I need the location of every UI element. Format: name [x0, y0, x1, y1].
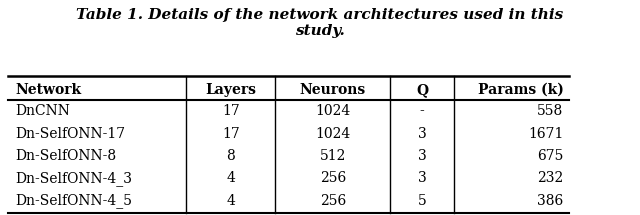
Text: Dn-SelfONN-17: Dn-SelfONN-17 — [15, 127, 125, 141]
Text: 1671: 1671 — [528, 127, 563, 141]
Text: Dn-SelfONN-4_5: Dn-SelfONN-4_5 — [15, 193, 132, 208]
Text: 232: 232 — [537, 171, 563, 185]
Text: 5: 5 — [417, 194, 426, 207]
Text: 256: 256 — [319, 171, 346, 185]
Text: Table 1. Details of the network architectures used in this
study.: Table 1. Details of the network architec… — [76, 8, 564, 38]
Text: 17: 17 — [222, 104, 239, 118]
Text: 256: 256 — [319, 194, 346, 207]
Text: Dn-SelfONN-4_3: Dn-SelfONN-4_3 — [15, 171, 132, 186]
Text: 3: 3 — [417, 149, 426, 163]
Text: 4: 4 — [227, 171, 236, 185]
Text: Q: Q — [416, 83, 428, 97]
Text: Network: Network — [15, 83, 81, 97]
Text: DnCNN: DnCNN — [15, 104, 70, 118]
Text: 675: 675 — [537, 149, 563, 163]
Text: 1024: 1024 — [315, 127, 350, 141]
Text: 558: 558 — [537, 104, 563, 118]
Text: 3: 3 — [417, 171, 426, 185]
Text: 1024: 1024 — [315, 104, 350, 118]
Text: Params (k): Params (k) — [477, 83, 563, 97]
Text: 17: 17 — [222, 127, 239, 141]
Text: -: - — [420, 104, 424, 118]
Text: 8: 8 — [227, 149, 235, 163]
Text: Neurons: Neurons — [300, 83, 366, 97]
Text: 3: 3 — [417, 127, 426, 141]
Text: 4: 4 — [227, 194, 236, 207]
Text: 512: 512 — [319, 149, 346, 163]
Text: Layers: Layers — [205, 83, 256, 97]
Text: Dn-SelfONN-8: Dn-SelfONN-8 — [15, 149, 116, 163]
Text: 386: 386 — [537, 194, 563, 207]
